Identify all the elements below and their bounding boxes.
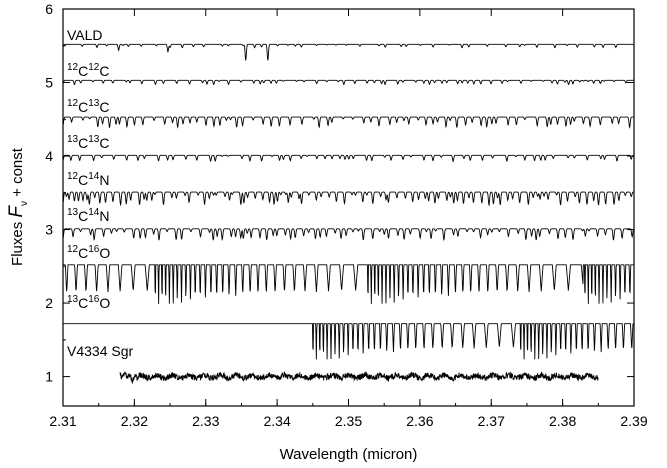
series-label: 13C16O [67, 294, 110, 311]
x-tick-label: 2.36 [406, 413, 433, 429]
x-axis-ticks: 2.31 2.32 2.33 2.34 2.35 2.36 2.37 2.38 2.39 [49, 9, 648, 429]
series-label: 12C13C [67, 98, 110, 115]
spectrum-line-v4334-sgr [119, 371, 599, 385]
spectrum-line-12c14n [62, 191, 634, 207]
series-label: VALD [67, 27, 103, 43]
spectrum-line-13c13c [62, 154, 634, 163]
x-axis-label: Wavelength (micron) [280, 446, 418, 463]
series-label: 13C13C [67, 134, 110, 151]
x-tick-label: 2.33 [192, 413, 219, 429]
series-label: 12C14N [67, 171, 110, 188]
y-tick-label: 5 [45, 75, 53, 91]
y-tick-label: 2 [45, 295, 53, 311]
x-tick-label: 2.38 [549, 413, 576, 429]
x-tick-label: 2.32 [121, 413, 148, 429]
series-label: 13C14N [67, 207, 110, 224]
spectrum-line-13c14n [62, 228, 635, 242]
spectrum-line-13c16o [63, 323, 634, 360]
series-labels: VALD 12C12C 12C13C 13C13C 12C14N 13C14N 12C16O… [67, 27, 133, 359]
x-tick-label: 2.37 [478, 413, 505, 429]
y-tick-label: 6 [45, 1, 53, 17]
spectra-curves [62, 43, 635, 385]
x-tick-label: 2.35 [335, 413, 362, 429]
y-tick-label: 1 [45, 369, 53, 385]
spectrum-line-vald [62, 43, 634, 61]
spectrum-line-12c16o [63, 264, 634, 304]
series-label: 12C12C [67, 62, 110, 79]
y-axis-ticks: 1 2 3 4 5 6 [45, 1, 634, 385]
x-tick-label: 2.31 [49, 413, 76, 429]
y-tick-label: 4 [45, 148, 53, 164]
spectrum-line-12c13c [62, 116, 634, 129]
y-axis-label: Fluxes Fν + const [6, 147, 30, 266]
series-label: 12C16O [67, 244, 110, 261]
spectrum-line-12c12c [62, 79, 634, 86]
series-label: V4334 Sgr [67, 343, 133, 359]
x-tick-label: 2.39 [620, 413, 647, 429]
y-tick-label: 3 [45, 222, 53, 238]
x-tick-label: 2.34 [264, 413, 291, 429]
